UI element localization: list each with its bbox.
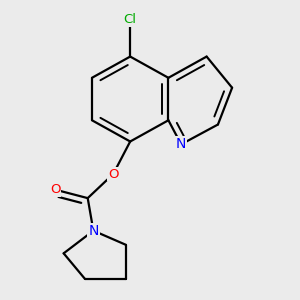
Text: N: N [88,224,99,238]
Text: O: O [108,168,119,181]
Text: Cl: Cl [124,13,137,26]
Text: O: O [50,183,60,196]
Text: N: N [176,137,186,151]
